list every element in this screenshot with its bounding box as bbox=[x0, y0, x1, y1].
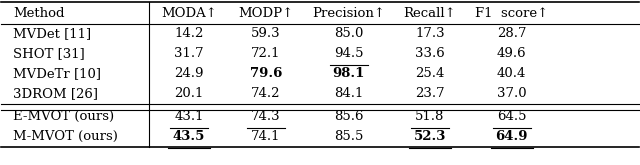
Text: 23.7: 23.7 bbox=[415, 87, 445, 100]
Text: 28.7: 28.7 bbox=[497, 27, 526, 40]
Text: 17.3: 17.3 bbox=[415, 27, 445, 40]
Text: 43.5: 43.5 bbox=[173, 130, 205, 143]
Text: 74.1: 74.1 bbox=[251, 130, 280, 143]
Text: E-MVOT (ours): E-MVOT (ours) bbox=[13, 110, 115, 123]
Text: 85.0: 85.0 bbox=[334, 27, 364, 40]
Text: 20.1: 20.1 bbox=[174, 87, 204, 100]
Text: 79.6: 79.6 bbox=[250, 67, 282, 80]
Text: 31.7: 31.7 bbox=[174, 47, 204, 60]
Text: M-MVOT (ours): M-MVOT (ours) bbox=[13, 130, 118, 143]
Text: 3DROM [26]: 3DROM [26] bbox=[13, 87, 99, 100]
Text: F1  score↑: F1 score↑ bbox=[475, 7, 548, 20]
Text: MODP↑: MODP↑ bbox=[238, 7, 293, 20]
Text: 49.6: 49.6 bbox=[497, 47, 526, 60]
Text: 59.3: 59.3 bbox=[251, 27, 280, 40]
Text: 98.1: 98.1 bbox=[333, 67, 365, 80]
Text: 85.5: 85.5 bbox=[334, 130, 364, 143]
Text: 85.6: 85.6 bbox=[334, 110, 364, 123]
Text: Method: Method bbox=[13, 7, 65, 20]
Text: 24.9: 24.9 bbox=[174, 67, 204, 80]
Text: MVDet [11]: MVDet [11] bbox=[13, 27, 92, 40]
Text: Precision↑: Precision↑ bbox=[312, 7, 385, 20]
Text: 40.4: 40.4 bbox=[497, 67, 526, 80]
Text: 64.5: 64.5 bbox=[497, 110, 526, 123]
Text: MVDeTr [10]: MVDeTr [10] bbox=[13, 67, 102, 80]
Text: 72.1: 72.1 bbox=[251, 47, 280, 60]
Text: 74.3: 74.3 bbox=[251, 110, 280, 123]
Text: 64.9: 64.9 bbox=[495, 130, 528, 143]
Text: 37.0: 37.0 bbox=[497, 87, 526, 100]
Text: 14.2: 14.2 bbox=[174, 27, 204, 40]
Text: MODA↑: MODA↑ bbox=[161, 7, 217, 20]
Text: 74.2: 74.2 bbox=[251, 87, 280, 100]
Text: 84.1: 84.1 bbox=[334, 87, 364, 100]
Text: 52.3: 52.3 bbox=[413, 130, 446, 143]
Text: 25.4: 25.4 bbox=[415, 67, 445, 80]
Text: 94.5: 94.5 bbox=[334, 47, 364, 60]
Text: 33.6: 33.6 bbox=[415, 47, 445, 60]
Text: 51.8: 51.8 bbox=[415, 110, 445, 123]
Text: 43.1: 43.1 bbox=[174, 110, 204, 123]
Text: SHOT [31]: SHOT [31] bbox=[13, 47, 85, 60]
Text: Recall↑: Recall↑ bbox=[403, 7, 456, 20]
